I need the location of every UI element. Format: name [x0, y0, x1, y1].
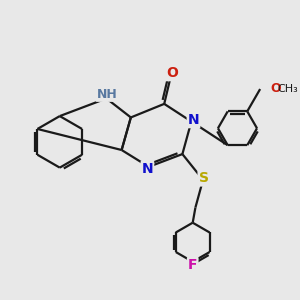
Text: NH: NH [97, 88, 117, 101]
Text: O: O [270, 82, 281, 95]
Text: N: N [142, 162, 153, 176]
Text: CH₃: CH₃ [278, 83, 298, 94]
Text: O: O [167, 66, 178, 80]
Text: N: N [188, 113, 199, 127]
Text: S: S [199, 172, 208, 185]
Text: F: F [188, 258, 197, 272]
